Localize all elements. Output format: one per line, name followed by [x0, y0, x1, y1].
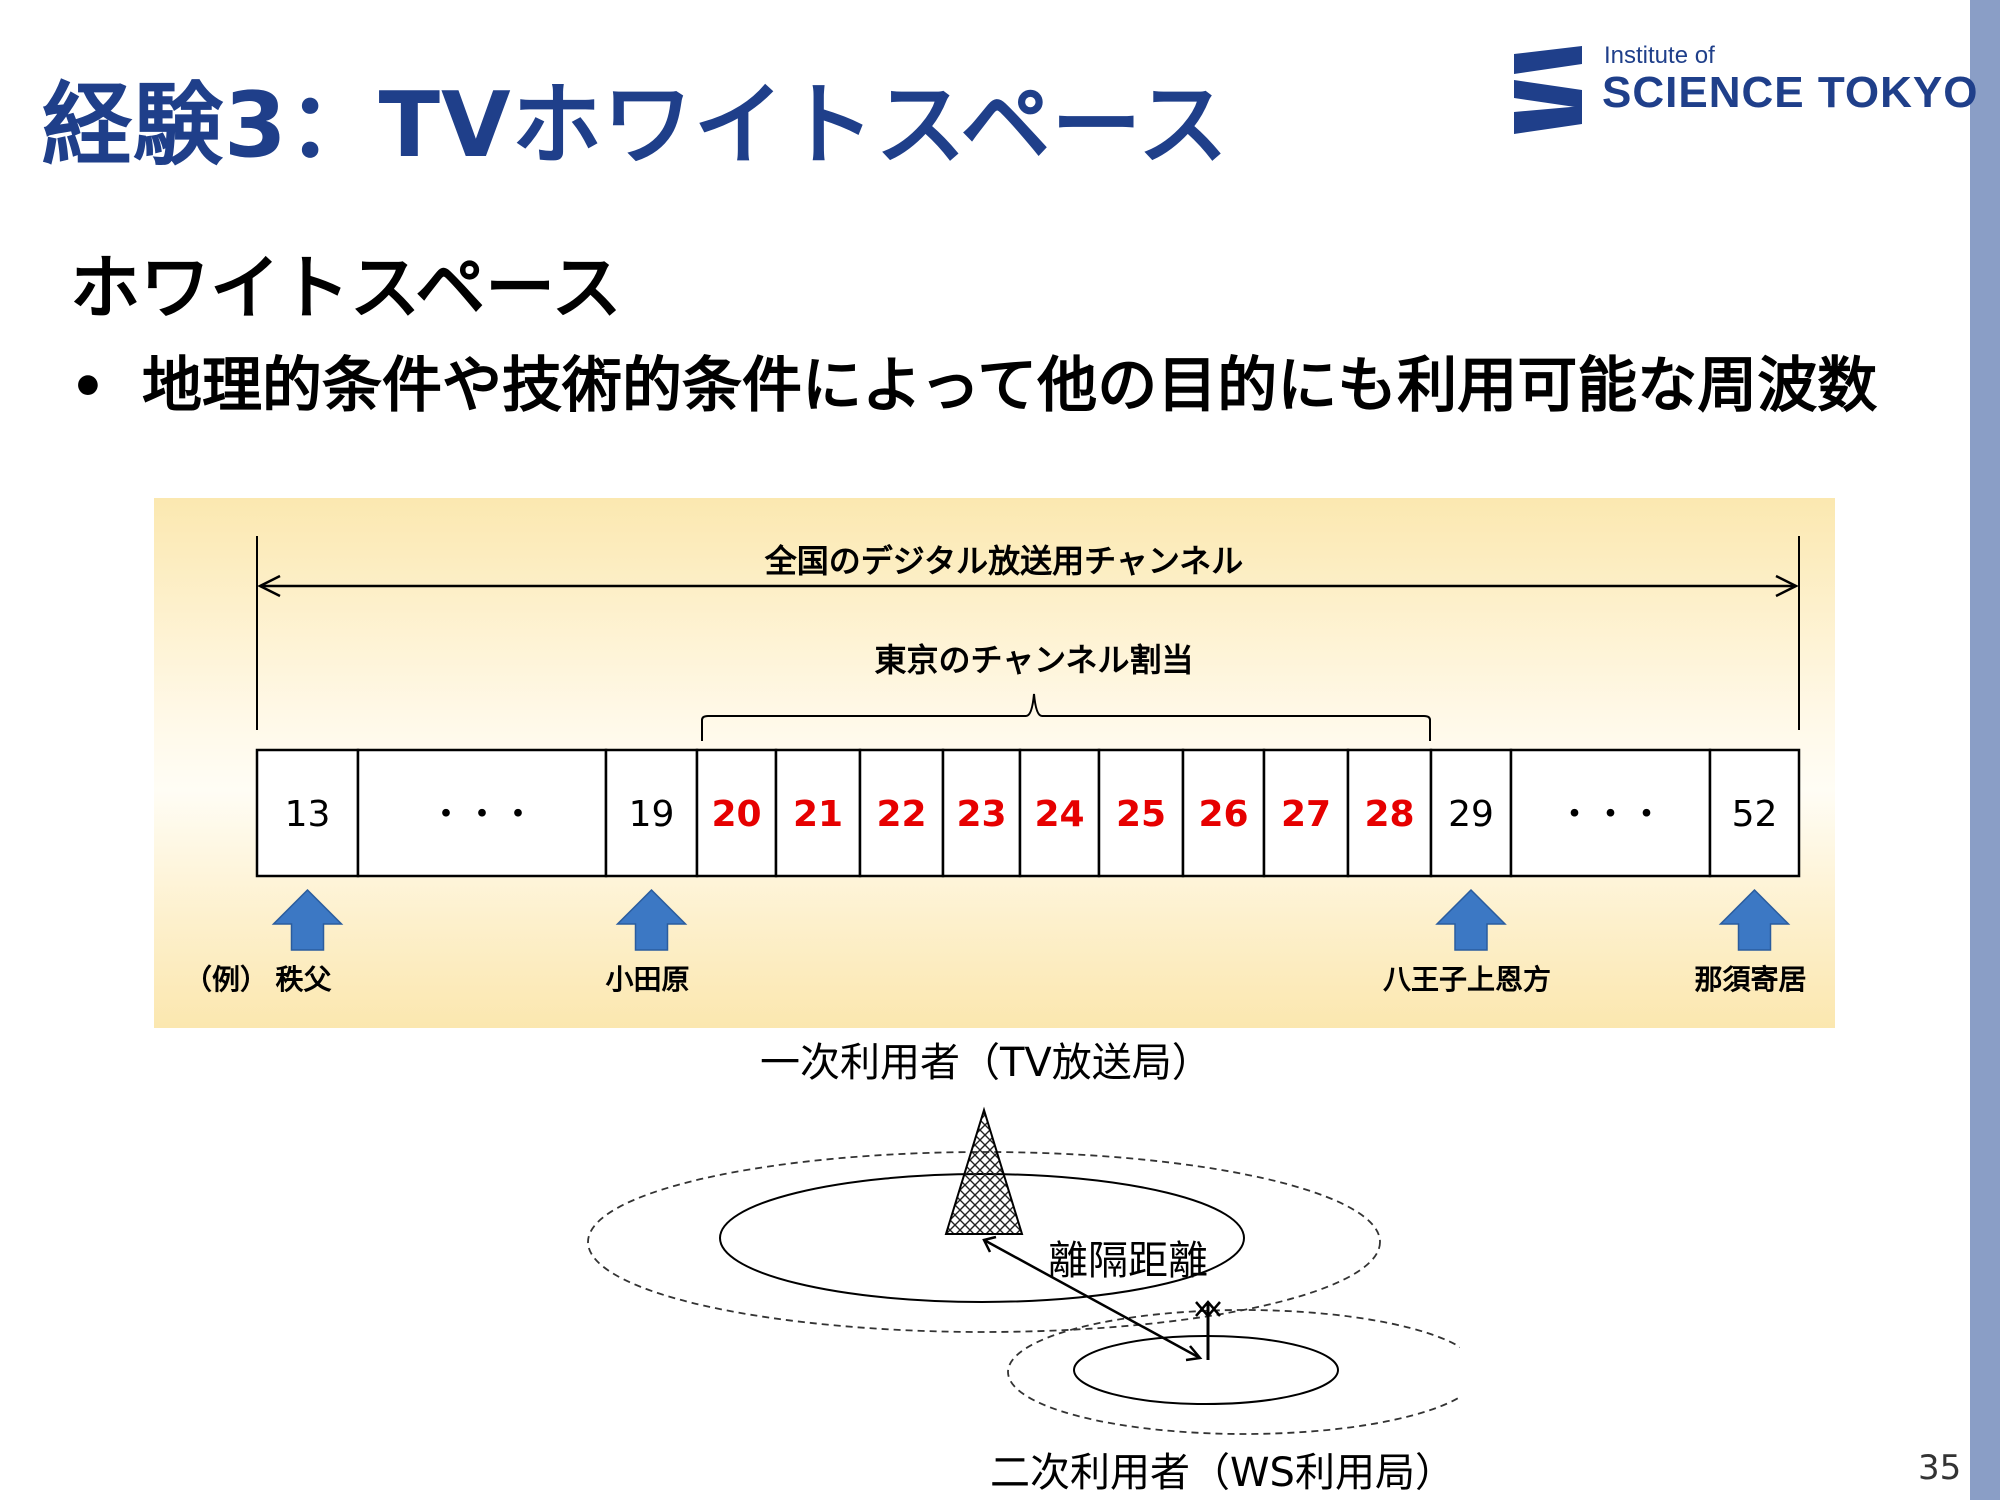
logo-line1: Institute of — [1604, 42, 1715, 69]
station-name: 那須寄居 — [1694, 963, 1806, 996]
channel-label: 24 — [1034, 794, 1084, 835]
up-arrow-icon — [615, 888, 688, 951]
channel-cell — [695, 748, 778, 878]
slide-title: 経験3：TVホワイトスペース — [42, 73, 1229, 178]
channel-cells: 13 ・・・ 19 20 21 22 23 24 25 26 27 28 29 ・・・ 52 — [255, 748, 1801, 878]
channel-cell — [1181, 748, 1266, 878]
channel-label: 26 — [1198, 794, 1248, 835]
example-prefix: （例） — [184, 963, 268, 996]
up-arrow-icon — [1435, 888, 1507, 951]
channel-cell — [1429, 748, 1513, 878]
channel-label: 27 — [1281, 794, 1331, 835]
separation-distance-arrow — [983, 1238, 1201, 1360]
bullet-text: 地理的条件や技術的条件によって他の目的にも利用可能な周波数 — [142, 351, 1878, 421]
separation-distance-label: 離隔距離 — [1048, 1238, 1208, 1284]
station-name: 秩父 — [275, 963, 332, 996]
institute-logo: Institute of SCIENCE TOKYO — [1510, 40, 1977, 140]
national-channels-label: 全国のデジタル放送用チャンネル — [764, 542, 1243, 580]
channel-label: 23 — [956, 794, 1006, 835]
up-arrow-icon — [1718, 888, 1791, 951]
channel-label: 21 — [793, 794, 843, 835]
tokyo-allocation-label: 東京のチャンネル割当 — [874, 641, 1193, 679]
channel-allocation-figure: 全国のデジタル放送用チャンネル 東京のチャンネル割当 13 ・・・ 19 20 21 22… — [154, 498, 1835, 1028]
secondary-user-label: 二次利用者（WS利用局） — [990, 1450, 1455, 1496]
logo-mark-icon — [1514, 46, 1582, 134]
channel-label: 29 — [1448, 794, 1494, 835]
channel-label: ・・・ — [428, 794, 536, 835]
channel-label: 13 — [285, 794, 331, 835]
page-number: 35 — [1918, 1448, 1962, 1488]
channel-label: 22 — [876, 794, 926, 835]
bullet-marker: • — [70, 355, 106, 420]
channel-cell — [255, 748, 360, 878]
secondary-coverage-area — [1073, 1335, 1339, 1405]
channel-cell — [604, 748, 699, 878]
station-markers: 秩父 小田原 八王子上恩方 那須寄居 — [271, 888, 1807, 996]
channel-figure-svg: 全国のデジタル放送用チャンネル 東京のチャンネル割当 13 ・・・ 19 20 21 22… — [184, 536, 1807, 996]
channel-cell — [1708, 748, 1801, 878]
channel-cell — [1262, 748, 1350, 878]
logo-line2: SCIENCE TOKYO — [1602, 68, 1979, 117]
right-accent-bar — [1970, 0, 2000, 1500]
primary-user-label: 一次利用者（TV放送局） — [760, 1040, 1212, 1086]
channel-cell — [1346, 748, 1433, 878]
channel-cell — [774, 748, 862, 878]
secondary-protection-zone — [1007, 1309, 1460, 1435]
channel-cell — [1509, 748, 1712, 878]
channel-label: 19 — [629, 794, 675, 835]
channel-cell — [1097, 748, 1185, 878]
channel-label: 25 — [1116, 794, 1166, 835]
up-arrow-icon — [271, 888, 344, 951]
channel-cell — [858, 748, 945, 878]
tokyo-brace — [701, 693, 1431, 741]
channel-label: 52 — [1732, 794, 1778, 835]
channel-label: ・・・ — [1556, 794, 1664, 835]
section-heading: ホワイトスペース — [70, 247, 622, 329]
channel-label: 28 — [1364, 794, 1414, 835]
ws-antenna-icon — [1195, 1300, 1221, 1360]
channel-cell — [1018, 748, 1101, 878]
channel-cell — [356, 748, 608, 878]
channel-label: 20 — [711, 794, 761, 835]
coverage-diagram — [587, 1106, 1460, 1435]
tv-tower-icon — [944, 1106, 1024, 1235]
station-name: 小田原 — [605, 963, 689, 996]
station-name: 八王子上恩方 — [1383, 963, 1551, 996]
